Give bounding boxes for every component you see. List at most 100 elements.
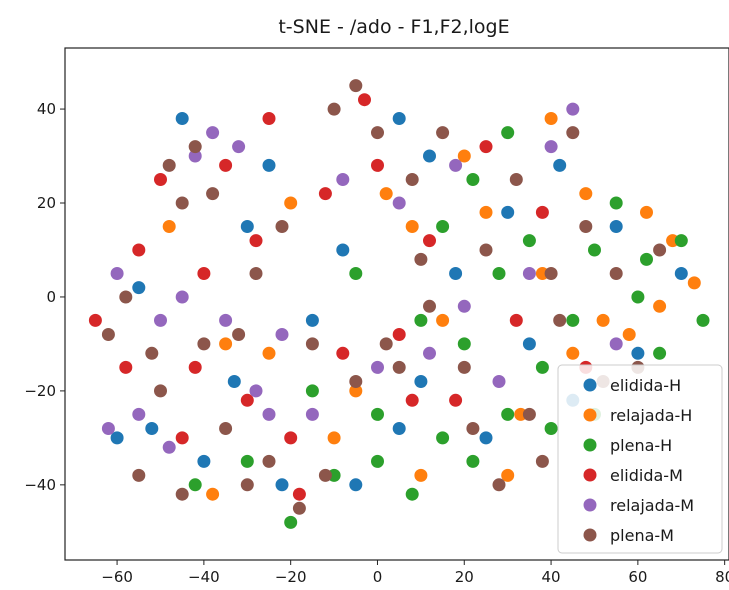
data-point-plena-M-32 bbox=[609, 267, 623, 280]
data-point-plena-M-39 bbox=[349, 375, 363, 388]
data-point-plena-M-24 bbox=[492, 478, 506, 492]
x-tick-label: 60 bbox=[628, 568, 647, 586]
legend-label-relajada-H: relajada-H bbox=[610, 406, 692, 425]
data-point-elidida-H-16 bbox=[674, 267, 688, 280]
data-point-relajada-M-21 bbox=[262, 407, 276, 421]
data-point-relajada-M-6 bbox=[249, 384, 263, 398]
data-point-plena-M-7 bbox=[206, 187, 220, 201]
data-point-plena-M-9 bbox=[232, 328, 246, 341]
data-point-relajada-H-9 bbox=[566, 346, 580, 360]
data-point-elidida-M-0 bbox=[88, 313, 102, 327]
x-tick-label: 80 bbox=[715, 568, 729, 586]
data-point-relajada-M-19 bbox=[219, 313, 233, 327]
data-point-plena-M-36 bbox=[240, 478, 254, 492]
legend-label-plena-H: plena-H bbox=[610, 436, 672, 455]
data-point-elidida-M-2 bbox=[154, 173, 167, 186]
data-point-relajada-M-7 bbox=[275, 328, 289, 341]
data-point-elidida-M-9 bbox=[318, 187, 332, 201]
data-point-relajada-H-5 bbox=[436, 313, 450, 327]
data-point-elidida-M-7 bbox=[262, 112, 276, 125]
x-tick-label: 20 bbox=[455, 568, 474, 586]
data-point-plena-M-11 bbox=[262, 454, 276, 468]
data-point-plena-H-5 bbox=[405, 487, 419, 501]
data-point-elidida-H-0 bbox=[132, 281, 146, 295]
data-point-plena-M-34 bbox=[653, 243, 667, 257]
legend: elidida-H relajada-H plena-H elidida-M relaj… bbox=[557, 364, 723, 554]
data-point-elidida-M-14 bbox=[449, 393, 463, 407]
data-point-elidida-H-15 bbox=[631, 346, 645, 360]
data-point-elidida-H-6 bbox=[305, 313, 319, 327]
data-point-plena-H-19 bbox=[696, 313, 710, 327]
y-tick-label: 20 bbox=[37, 194, 56, 212]
data-point-elidida-H-20 bbox=[110, 431, 124, 445]
data-point-relajada-M-17 bbox=[566, 102, 580, 116]
data-point-relajada-H-13 bbox=[687, 276, 701, 290]
x-tick-label: 40 bbox=[542, 568, 561, 586]
data-point-relajada-H-2 bbox=[284, 196, 298, 210]
data-point-relajada-M-18 bbox=[154, 313, 167, 327]
legend-marker-elidida-H bbox=[583, 378, 597, 392]
data-point-plena-M-0 bbox=[101, 328, 115, 341]
legend-label-relajada-M: relajada-M bbox=[610, 496, 694, 515]
data-point-relajada-M-0 bbox=[101, 422, 115, 435]
data-point-plena-M-37 bbox=[318, 468, 332, 482]
data-point-plena-M-17 bbox=[371, 126, 384, 140]
data-point-relajada-H-3 bbox=[349, 384, 363, 398]
data-point-plena-H-4 bbox=[371, 454, 384, 468]
data-point-plena-H-10 bbox=[457, 337, 471, 351]
data-point-relajada-H-16 bbox=[414, 468, 428, 482]
data-point-elidida-H-21 bbox=[275, 478, 289, 492]
data-point-plena-M-1 bbox=[119, 290, 133, 304]
data-point-elidida-H-9 bbox=[414, 375, 428, 388]
data-point-plena-H-20 bbox=[436, 220, 450, 233]
data-point-plena-M-44 bbox=[535, 454, 549, 468]
data-point-plena-M-27 bbox=[544, 267, 558, 280]
x-tick-label: −60 bbox=[101, 568, 133, 586]
data-point-plena-M-43 bbox=[466, 422, 480, 435]
data-point-relajada-M-2 bbox=[162, 440, 176, 454]
data-point-elidida-M-5 bbox=[219, 158, 233, 172]
data-point-plena-M-29 bbox=[566, 126, 580, 140]
x-tick-label: 0 bbox=[373, 568, 383, 586]
data-point-elidida-M-8 bbox=[284, 431, 298, 445]
data-point-plena-H-25 bbox=[371, 407, 384, 421]
data-point-plena-M-42 bbox=[145, 346, 159, 360]
legend-label-plena-M: plena-M bbox=[610, 526, 674, 545]
data-point-relajada-M-5 bbox=[232, 140, 246, 154]
data-point-plena-M-35 bbox=[175, 196, 189, 210]
data-point-plena-M-15 bbox=[327, 102, 341, 116]
data-point-plena-M-22 bbox=[457, 360, 471, 374]
data-point-relajada-M-11 bbox=[392, 196, 406, 210]
data-point-plena-M-20 bbox=[423, 299, 436, 313]
data-point-elidida-H-14 bbox=[609, 220, 623, 233]
data-point-plena-M-6 bbox=[188, 140, 202, 154]
data-point-relajada-H-17 bbox=[327, 431, 341, 445]
data-point-plena-H-11 bbox=[492, 267, 506, 280]
data-point-elidida-M-18 bbox=[188, 360, 202, 374]
data-point-plena-H-23 bbox=[414, 313, 428, 327]
data-point-plena-M-10 bbox=[249, 267, 263, 280]
data-point-elidida-M-13 bbox=[423, 234, 436, 248]
data-point-elidida-M-17 bbox=[535, 205, 549, 219]
legend-marker-relajada-H bbox=[583, 408, 597, 422]
data-point-elidida-H-4 bbox=[227, 375, 241, 388]
y-axis: −40 −20 0 20 40 bbox=[24, 100, 65, 494]
data-point-plena-M-14 bbox=[305, 337, 319, 351]
data-point-relajada-H-1 bbox=[219, 337, 233, 351]
data-point-relajada-M-24 bbox=[175, 290, 189, 304]
x-tick-label: −20 bbox=[275, 568, 307, 586]
data-point-plena-H-26 bbox=[349, 267, 363, 280]
data-point-plena-M-2 bbox=[132, 468, 146, 482]
data-point-plena-M-19 bbox=[405, 173, 419, 186]
y-tick-label: 40 bbox=[37, 100, 56, 118]
data-point-relajada-H-23 bbox=[206, 487, 220, 501]
data-point-elidida-M-16 bbox=[509, 313, 523, 327]
data-point-elidida-M-15 bbox=[479, 140, 493, 154]
data-point-relajada-M-4 bbox=[206, 126, 220, 140]
data-point-plena-M-8 bbox=[219, 422, 233, 435]
data-point-plena-H-13 bbox=[566, 313, 580, 327]
data-point-elidida-M-11 bbox=[371, 158, 384, 172]
data-point-elidida-H-10 bbox=[449, 267, 463, 280]
data-point-relajada-H-22 bbox=[405, 220, 419, 233]
data-point-elidida-H-12 bbox=[522, 337, 536, 351]
